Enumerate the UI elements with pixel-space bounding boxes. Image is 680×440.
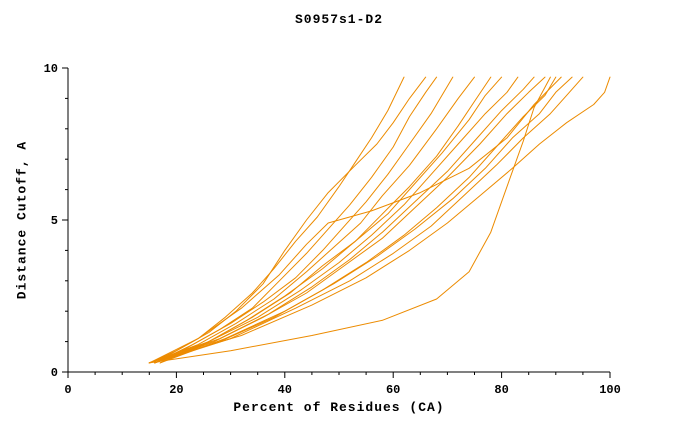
series-line: [148, 76, 427, 364]
y-tick-label: 0: [51, 366, 58, 380]
series-line: [154, 76, 546, 364]
series-line: [154, 76, 584, 364]
series-line: [159, 76, 492, 364]
x-tick-label: 60: [386, 383, 400, 397]
series-line: [148, 76, 475, 364]
y-tick-label: 10: [44, 62, 58, 76]
series-line: [148, 76, 519, 364]
y-tick-label: 5: [51, 214, 58, 228]
series-line: [154, 76, 438, 364]
series-line: [148, 76, 611, 364]
x-tick-label: 40: [278, 383, 292, 397]
series-line: [159, 76, 573, 364]
series-line: [159, 76, 535, 361]
series-line: [148, 76, 551, 364]
series-line: [148, 76, 562, 364]
series-line: [154, 76, 503, 364]
series-line: [154, 76, 454, 364]
x-axis-label: Percent of Residues (CA): [233, 400, 445, 415]
x-tick-label: 0: [64, 383, 71, 397]
x-tick-label: 20: [169, 383, 183, 397]
x-tick-label: 80: [494, 383, 508, 397]
x-tick-label: 100: [599, 383, 621, 397]
chart-title: S0957s1-D2: [294, 12, 384, 27]
